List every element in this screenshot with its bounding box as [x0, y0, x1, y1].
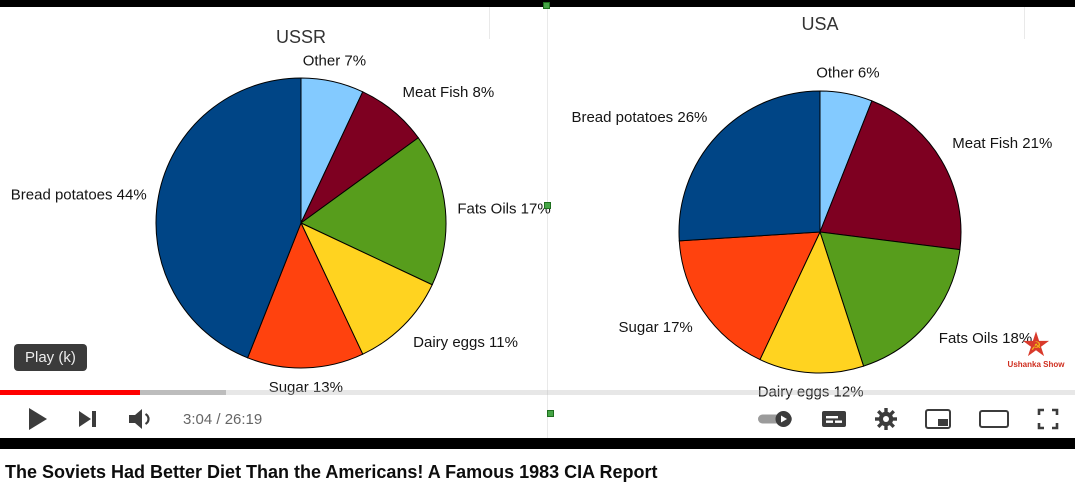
pie-slice-meat-fish — [300, 91, 420, 224]
autoplay-toggle[interactable] — [757, 410, 793, 428]
chart-title: USSR — [276, 27, 326, 47]
selection-handle — [543, 2, 550, 9]
miniplayer-icon — [925, 409, 951, 429]
gridline — [489, 7, 490, 39]
video-player[interactable]: USSR Other 7% Meat Fish 8% Fats Oils 17% Dai… — [0, 0, 1075, 449]
autoplay-toggle-icon — [758, 411, 792, 427]
theater-button[interactable] — [979, 410, 1009, 428]
next-icon — [79, 411, 96, 427]
pie-label-other: Other 7% — [303, 53, 366, 70]
play-tooltip: Play (k) — [14, 344, 87, 371]
hammer-sickle-icon: ☭ — [1030, 339, 1042, 354]
pie-label-dairy-eggs: Dairy eggs 11% — [413, 334, 518, 351]
pie-slice-other — [819, 90, 873, 233]
gridline — [547, 7, 548, 438]
play-icon — [29, 408, 47, 430]
pie-charts-canvas: USSR Other 7% Meat Fish 8% Fats Oils 17% Dai… — [11, 14, 1053, 401]
subtitles-icon — [822, 411, 846, 427]
pie-label-sugar: Sugar 17% — [619, 319, 693, 336]
settings-button[interactable] — [875, 408, 897, 430]
selection-handle — [547, 410, 554, 417]
fullscreen-button[interactable] — [1037, 408, 1059, 430]
video-title: The Soviets Had Better Diet Than the Ame… — [5, 462, 658, 482]
subtitles-button[interactable] — [821, 409, 847, 429]
pie-label-bread-potatoes: Bread potatoes 44% — [11, 186, 147, 203]
pie-label-meat-fish: Meat Fish 8% — [403, 84, 495, 101]
pie-slice-other — [300, 77, 364, 224]
time-display: 3:04 / 26:19 — [183, 410, 263, 428]
pie-slice-fats-oils — [819, 231, 961, 367]
pie-slice-meat-fish — [819, 100, 962, 251]
pie-slice-fats-oils — [300, 137, 447, 286]
selection-handle — [544, 202, 551, 209]
pie-slice-bread-potatoes — [678, 90, 821, 242]
fullscreen-icon — [1037, 408, 1059, 430]
pie-slice-sugar — [246, 221, 364, 369]
volume-icon — [129, 409, 150, 429]
letterbox-bottom — [0, 438, 1075, 449]
pie-slice-dairy-eggs — [299, 221, 433, 355]
pie-label-other: Other 6% — [816, 65, 879, 82]
pie-label-bread-potatoes: Bread potatoes 26% — [571, 109, 707, 126]
play-button[interactable] — [28, 407, 48, 431]
pie-slice-bread-potatoes — [155, 77, 302, 359]
pie-label-fats-oils: Fats Oils 17% — [457, 201, 550, 218]
letterbox-top — [0, 0, 1075, 7]
channel-watermark[interactable]: ★ ☭ Ushanka Show — [1005, 328, 1067, 369]
pie-label-meat-fish: Meat Fish 21% — [952, 135, 1052, 152]
next-button[interactable] — [78, 409, 98, 429]
below-player: The Soviets Had Better Diet Than the Ame… — [0, 449, 1075, 495]
pie-slice-dairy-eggs — [759, 230, 865, 374]
miniplayer-button[interactable] — [925, 409, 951, 429]
volume-button[interactable] — [128, 408, 153, 430]
pie-slice-sugar — [678, 231, 821, 361]
control-bar: 3:04 / 26:19 — [0, 400, 1075, 438]
theater-icon — [979, 410, 1009, 428]
progress-played — [0, 390, 140, 395]
watermark-label: Ushanka Show — [1007, 360, 1065, 369]
chart-title: USA — [801, 14, 838, 34]
gridline — [1024, 7, 1025, 39]
settings-icon — [875, 408, 897, 430]
progress-bar[interactable] — [0, 390, 1075, 395]
red-star-icon: ★ ☭ — [1020, 326, 1052, 364]
